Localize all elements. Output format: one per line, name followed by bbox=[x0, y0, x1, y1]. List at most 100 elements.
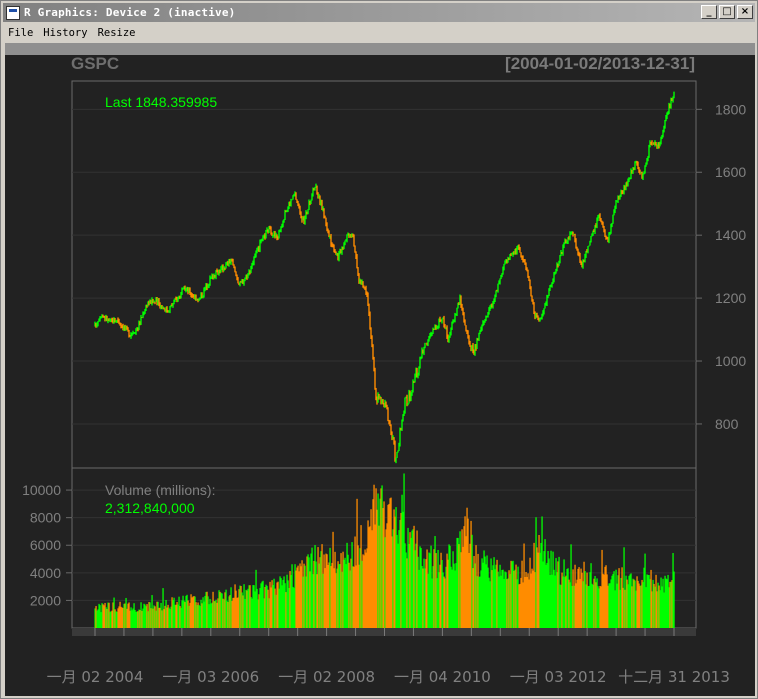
volume-bar bbox=[489, 581, 491, 628]
volume-bar bbox=[454, 570, 456, 628]
volume-bar bbox=[233, 597, 235, 628]
volume-bar bbox=[122, 607, 124, 628]
volume-bar bbox=[130, 607, 132, 628]
volume-bar bbox=[502, 569, 504, 628]
volume-bar bbox=[626, 579, 628, 628]
volume-bar bbox=[374, 524, 376, 628]
volume-bar bbox=[298, 571, 300, 628]
volume-bar bbox=[449, 545, 451, 628]
volume-bar bbox=[526, 576, 528, 628]
volume-bar bbox=[664, 575, 666, 628]
volume-bar bbox=[443, 576, 445, 628]
volume-bar bbox=[628, 575, 630, 628]
volume-bar bbox=[184, 602, 186, 628]
close-button[interactable]: × bbox=[737, 5, 753, 19]
volume-bar bbox=[237, 597, 239, 628]
volume-bar bbox=[176, 601, 178, 628]
volume-bar bbox=[469, 543, 471, 628]
volume-bar bbox=[587, 586, 589, 628]
volume-bar bbox=[445, 566, 447, 628]
volume-tick-label: 8000 bbox=[30, 510, 61, 526]
volume-bar bbox=[260, 583, 262, 628]
volume-bar bbox=[369, 526, 371, 628]
volume-bar bbox=[197, 602, 199, 628]
volume-bar bbox=[289, 571, 291, 628]
minimize-button[interactable]: _ bbox=[701, 5, 717, 19]
menu-file[interactable]: File bbox=[8, 26, 34, 39]
price-tick-label: 1600 bbox=[715, 164, 746, 180]
volume-bar bbox=[410, 537, 412, 628]
volume-bar bbox=[223, 599, 225, 628]
volume-bar bbox=[555, 558, 557, 628]
volume-bar bbox=[212, 591, 214, 628]
volume-bar bbox=[470, 520, 472, 628]
volume-bar bbox=[433, 549, 435, 628]
volume-tick-label: 2000 bbox=[30, 592, 61, 608]
volume-bar bbox=[269, 581, 271, 628]
volume-bar bbox=[139, 609, 141, 628]
volume-bar bbox=[190, 594, 192, 628]
volume-bar bbox=[112, 602, 114, 628]
volume-bar bbox=[651, 591, 653, 628]
volume-bar bbox=[145, 606, 147, 628]
volume-bar bbox=[219, 591, 221, 628]
volume-bar bbox=[249, 585, 251, 628]
volume-bar bbox=[356, 498, 358, 628]
volume-bar bbox=[387, 504, 389, 628]
volume-bar bbox=[503, 578, 505, 628]
volume-bar bbox=[120, 606, 122, 628]
volume-bar bbox=[581, 572, 583, 628]
volume-bar bbox=[179, 606, 181, 628]
volume-bar bbox=[115, 611, 117, 628]
volume-bar bbox=[522, 582, 524, 628]
title-bar[interactable]: R Graphics: Device 2 (inactive) _ □ × bbox=[3, 3, 755, 22]
volume-bar bbox=[646, 574, 648, 628]
volume-bar bbox=[566, 568, 568, 628]
volume-bar bbox=[653, 583, 655, 628]
volume-bar bbox=[620, 577, 622, 628]
volume-bar bbox=[637, 580, 639, 628]
volume-bar bbox=[126, 608, 128, 628]
volume-bar bbox=[509, 573, 511, 628]
volume-bar bbox=[673, 571, 675, 628]
volume-bar bbox=[290, 574, 292, 628]
volume-bar bbox=[409, 532, 411, 628]
menu-history[interactable]: History bbox=[43, 26, 88, 39]
volume-bar bbox=[313, 560, 315, 628]
volume-bar bbox=[350, 558, 352, 628]
volume-bar bbox=[318, 563, 320, 628]
volume-bar bbox=[422, 568, 424, 628]
volume-bar bbox=[106, 608, 108, 628]
volume-bar bbox=[635, 590, 637, 628]
menu-resize[interactable]: Resize bbox=[97, 26, 136, 39]
volume-bar bbox=[588, 585, 590, 628]
volume-bar bbox=[640, 585, 642, 628]
volume-bar bbox=[550, 550, 552, 628]
volume-bar bbox=[499, 564, 501, 628]
volume-bar bbox=[650, 569, 652, 628]
volume-bar bbox=[354, 536, 356, 628]
volume-bar bbox=[401, 494, 403, 628]
volume-bar bbox=[657, 582, 659, 628]
volume-bar bbox=[543, 551, 545, 628]
volume-bar bbox=[169, 608, 171, 628]
volume-bar bbox=[95, 606, 97, 628]
volume-bar bbox=[578, 567, 580, 628]
maximize-button[interactable]: □ bbox=[719, 5, 735, 19]
volume-bar bbox=[386, 523, 388, 628]
volume-bar bbox=[331, 562, 333, 628]
volume-bar bbox=[458, 544, 460, 628]
volume-bar bbox=[613, 571, 615, 628]
volume-bar bbox=[267, 589, 269, 628]
volume-bar bbox=[127, 603, 129, 628]
volume-bar bbox=[479, 576, 481, 628]
volume-bar bbox=[347, 554, 349, 628]
volume-bar bbox=[140, 602, 142, 628]
volume-bar bbox=[336, 568, 338, 628]
volume-bar bbox=[214, 601, 216, 628]
volume-bar bbox=[624, 589, 626, 628]
volume-bar bbox=[201, 603, 203, 628]
volume-bar bbox=[328, 562, 330, 628]
volume-bar bbox=[537, 552, 539, 628]
volume-bar bbox=[371, 530, 373, 628]
